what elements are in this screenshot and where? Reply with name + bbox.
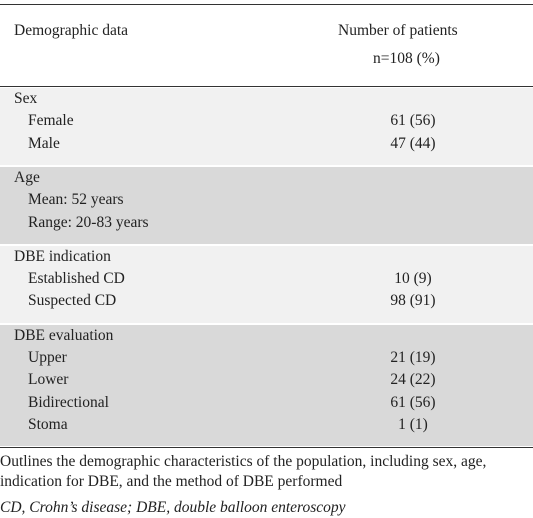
section-band — [0, 88, 533, 165]
row-label: Lower — [28, 371, 69, 389]
row-value: 21 (19) — [390, 349, 436, 366]
section-label: DBE evaluation — [14, 326, 114, 344]
row-label: Mean: 52 years — [28, 191, 124, 209]
section-label: Sex — [14, 90, 38, 107]
footnote: Outlines the demographic characteristics… — [0, 453, 487, 490]
section-label: Age — [14, 168, 40, 186]
header-rule — [0, 86, 533, 87]
row-label: Female — [28, 112, 74, 130]
section-band — [0, 324, 533, 447]
row-label: Male — [28, 134, 60, 152]
row-value: 61 (56) — [390, 112, 436, 130]
row-value: 10 (9) — [394, 270, 432, 288]
row-label: Range: 20-83 years — [28, 213, 149, 231]
row-label: Suspected CD — [28, 292, 117, 310]
section-label: DBE indication — [14, 247, 111, 265]
section-band — [0, 166, 533, 244]
abbreviations: CD, Crohn’s disease; DBE, double balloon… — [0, 499, 346, 516]
top-rule — [0, 4, 533, 5]
row-value: 24 (22) — [390, 371, 436, 389]
row-label: Upper — [28, 349, 67, 366]
column-header: Demographic data — [14, 22, 129, 39]
row-label: Established CD — [28, 270, 125, 288]
section-band — [0, 245, 533, 323]
row-label: Bidirectional — [28, 393, 109, 411]
row-value: 61 (56) — [390, 393, 436, 411]
bottom-rule — [0, 447, 533, 449]
row-value: 47 (44) — [390, 134, 436, 152]
column-subheader: n=108 (%) — [373, 50, 440, 67]
row-value: 1 (1) — [398, 415, 428, 433]
row-value: 98 (91) — [390, 292, 436, 310]
row-label: Stoma — [28, 415, 68, 433]
column-header: Number of patients — [338, 22, 458, 39]
